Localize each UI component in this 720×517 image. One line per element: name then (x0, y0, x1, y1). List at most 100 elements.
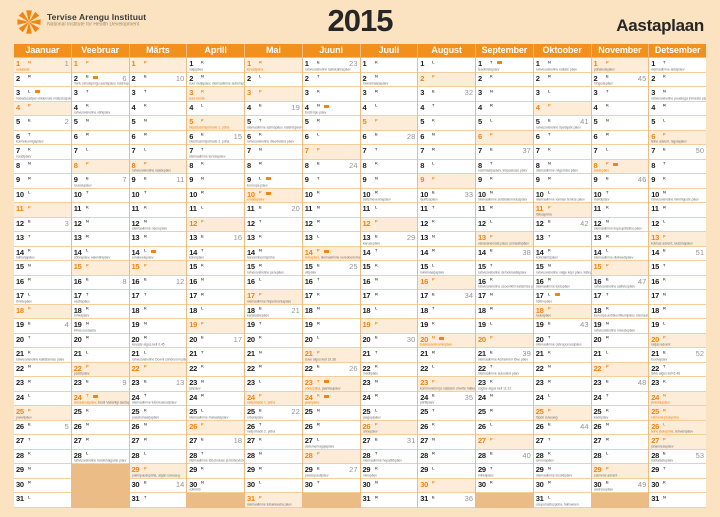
observance-name: lõpeb suveaeg (535, 415, 558, 420)
weekday-letter: N (374, 277, 378, 282)
day-number: 9 (535, 175, 540, 184)
observance-name: rahvusvaheline valge kepi päev, kätepesu… (535, 270, 591, 275)
day-number: 23 (651, 378, 659, 387)
day-number: 17 (16, 291, 24, 300)
weekday-letter: L (663, 219, 666, 224)
day-number: 9 (651, 175, 656, 184)
day-note: madlipäev (363, 372, 418, 376)
day-number: 14 (535, 247, 544, 257)
month-header: Veebruar (71, 44, 129, 57)
day-note: esimene advent (594, 474, 649, 477)
day-number: 7 (651, 146, 656, 155)
day-cell: 15 P (71, 261, 129, 276)
day-number: 27 (362, 436, 371, 445)
day-number: 1 (362, 59, 367, 68)
weekday-letter: N (143, 320, 147, 326)
day-number: 20 (131, 334, 140, 344)
weekday-letter: N (374, 175, 378, 181)
weekday-letter: L (85, 146, 89, 152)
observance-name: nuudipäev (16, 154, 32, 159)
day-number: 24 (593, 392, 602, 402)
day-number: 2 (478, 73, 482, 83)
day-number: 2 (535, 73, 540, 83)
weekday-letter: R (201, 88, 205, 94)
day-cell: 23 E 13 (129, 377, 187, 392)
weekday-letter: E (28, 422, 31, 427)
weekday-letter: T (28, 335, 31, 340)
day-cell: 23 K (649, 377, 706, 392)
day-number: 5 (304, 117, 309, 126)
day-note: Vabadussõjas võidelnute mälestuspäev (16, 97, 71, 100)
week-number: 33 (464, 189, 473, 199)
weekday-letter: N (432, 233, 436, 239)
day-number: 27 (189, 436, 197, 445)
day-number: 15 (420, 262, 428, 271)
day-number: 16 (247, 276, 255, 286)
day-cell: 13 R (71, 232, 129, 247)
day-cell: 19 E 4 (14, 319, 71, 334)
day-number: 20 (593, 334, 602, 344)
weekday-letter: P (605, 161, 609, 166)
month-header: November (591, 44, 649, 57)
observance-name: ussimaarjapäev, kirjaoskuse päev (478, 169, 528, 173)
weekday-letter: P (259, 494, 262, 500)
day-note: jaanipäev (305, 401, 360, 405)
day-number: 10 (304, 189, 313, 199)
day-number: 25 (247, 407, 255, 416)
weekday-letter: R (663, 204, 667, 210)
weekday-letter: P (143, 262, 147, 268)
day-cell: 18 K (129, 304, 187, 319)
week-number: 53 (695, 450, 704, 460)
day-cell: 19 P (187, 319, 244, 334)
day-cell: 15 N (14, 261, 71, 276)
day-number: 20 (535, 334, 544, 344)
observance-name: Vabadussõjas võidelnute mälestuspäev (16, 96, 71, 101)
weekday-letter: K (259, 335, 262, 340)
day-number: 14 (593, 247, 602, 257)
observance-name: tõnisepäev (16, 299, 32, 304)
weekday-letter: R (28, 175, 31, 181)
day-note: rahvusvaheline eakate päev (536, 68, 591, 71)
day-cell: 12 P (187, 217, 244, 232)
weekday-letter: E (605, 74, 609, 79)
weekday-letter: K (432, 320, 436, 326)
weekday-letter: R (85, 132, 89, 137)
weekday-letter: P (547, 306, 551, 311)
day-number: 25 (535, 407, 544, 416)
observance-name: karusepäev (362, 241, 380, 246)
day-number: 8 (189, 160, 194, 170)
day-number: 18 (73, 305, 82, 315)
day-number: 17 (304, 291, 313, 300)
weekday-letter: N (374, 378, 378, 384)
week-number: 30 (406, 334, 416, 344)
day-number: 2 (593, 73, 598, 83)
day-number: 13 (73, 233, 82, 242)
weekday-letter: L (432, 59, 435, 65)
day-note: neljas advent (651, 343, 706, 347)
weekday-letter: N (663, 190, 667, 195)
observance-name: rahvusvaheline naistepäev (131, 169, 171, 173)
day-number: 12 (362, 218, 371, 228)
day-number: 1 (247, 59, 251, 68)
weekday-letter: R (374, 88, 378, 94)
observance-name: karjalaskepäev (247, 314, 269, 318)
day-note: toomapäev (651, 358, 706, 361)
weekday-letter: K (547, 349, 551, 355)
weekday-letter: T (201, 248, 204, 253)
day-number: 19 (131, 320, 140, 329)
weekday-letter: T (316, 74, 320, 79)
weekday-letter: E (663, 451, 666, 456)
day-number: 6 (362, 131, 367, 141)
day-number: 26 (362, 421, 371, 431)
